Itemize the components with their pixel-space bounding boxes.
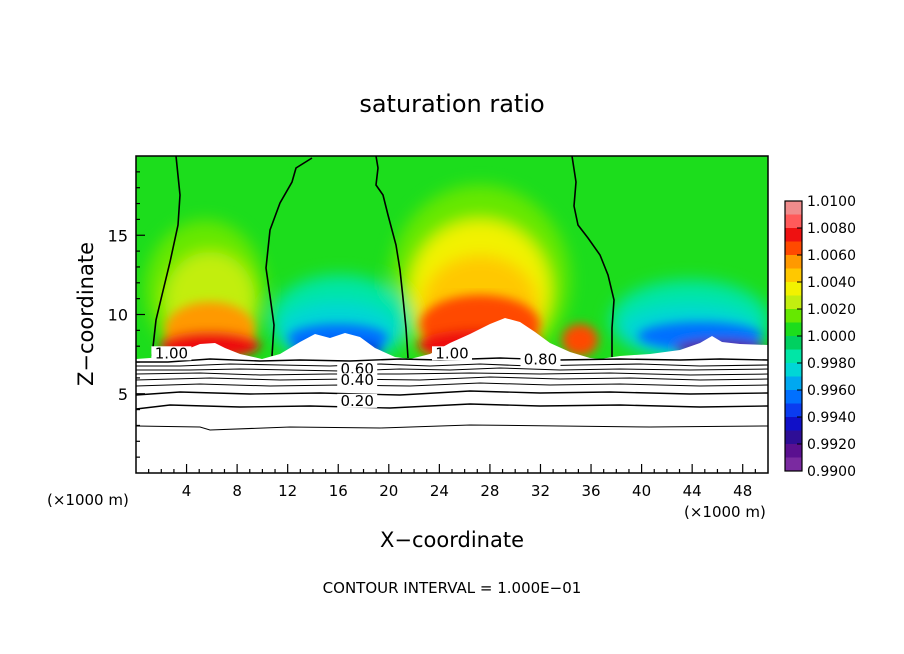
contour-label-bg — [520, 352, 561, 367]
colorbar-swatch — [785, 268, 802, 283]
y-tick-label: 10 — [108, 306, 128, 325]
colorbar-label: 0.9940 — [807, 410, 856, 426]
colorbar-swatch — [785, 430, 802, 445]
x-tick-label: 20 — [379, 482, 398, 500]
colorbar-swatch — [785, 349, 802, 364]
y-axis-label: Z−coordinate — [74, 242, 98, 386]
colorbar-label: 1.0040 — [807, 275, 856, 291]
contour-label: 1.00 — [435, 344, 468, 362]
x-unit-left: (×1000 m) — [47, 491, 129, 509]
colorbar-swatch — [785, 336, 802, 350]
colorbar-swatch — [785, 228, 802, 242]
contour-label-bg — [337, 362, 378, 377]
colorbar-label: 1.0020 — [807, 302, 856, 318]
contour-label-bg — [337, 373, 378, 388]
colorbar-label: 0.9900 — [807, 464, 856, 480]
x-tick-label: 32 — [531, 482, 550, 500]
colorbar-swatch — [785, 376, 802, 391]
x-tick-label: 44 — [683, 482, 702, 500]
y-axis: 5 10 15 — [108, 171, 145, 458]
colorbar-label: 1.0060 — [807, 248, 856, 264]
x-tick-label: 48 — [733, 482, 752, 500]
colorbar-swatch — [785, 255, 802, 269]
x-tick-label: 28 — [480, 482, 499, 500]
colorbar-label: 1.0000 — [807, 329, 856, 345]
colorbar-label: 1.0100 — [807, 194, 856, 210]
colorbar-swatch — [785, 282, 802, 296]
contour-label: 1.00 — [155, 344, 188, 362]
contour-label-bg — [151, 346, 192, 361]
colorbar-swatch — [785, 390, 802, 404]
x-axis: 4 8 12 16 20 24 28 32 36 40 44 48 — [148, 464, 756, 500]
contour-interval-note: CONTOUR INTERVAL = 1.000E−01 — [323, 579, 582, 597]
colorbar-label: 0.9960 — [807, 383, 856, 399]
x-tick-label: 12 — [278, 482, 297, 500]
colorbar-swatch — [785, 241, 802, 256]
colorbar-swatch — [785, 295, 802, 310]
colorbar-swatch — [785, 417, 802, 431]
x-unit-right: (×1000 m) — [684, 503, 766, 521]
x-tick-label: 16 — [329, 482, 348, 500]
x-tick-label: 36 — [581, 482, 600, 500]
contour-label: 0.80 — [524, 351, 557, 369]
colorbar: 1.0100 1.0080 1.0060 1.0040 1.0020 1.0000 0.99… — [784, 194, 856, 480]
contour-label-bg — [432, 346, 472, 361]
contour-label-bg — [337, 393, 378, 408]
contour-label: 0.40 — [340, 371, 373, 389]
colorbar-swatch — [785, 214, 802, 229]
colorbar-label: 0.9980 — [807, 356, 856, 372]
colorbar-swatch — [785, 322, 802, 337]
y-tick-label: 5 — [118, 385, 128, 404]
heatmap-field — [136, 156, 768, 473]
colorbar-swatch — [785, 201, 802, 215]
contour-labels: 1.00 1.00 0.800.600.400.20 — [151, 344, 561, 410]
colorbar-swatch — [785, 363, 802, 377]
colorbar-swatch — [785, 403, 802, 418]
x-axis-label: X−coordinate — [380, 528, 524, 552]
contour-label: 0.20 — [340, 392, 373, 410]
colorbar-label: 1.0080 — [807, 221, 856, 237]
colorbar-swatch — [785, 457, 802, 472]
y-tick-label: 15 — [108, 226, 128, 245]
colorbar-label: 0.9920 — [807, 437, 856, 453]
x-tick-label: 40 — [632, 482, 651, 500]
chart-title: saturation ratio — [359, 90, 544, 118]
x-tick-label: 4 — [182, 482, 192, 500]
contour-lines — [136, 156, 768, 431]
colorbar-swatch — [785, 444, 802, 458]
colorbar-swatch — [785, 309, 802, 323]
x-tick-label: 24 — [430, 482, 449, 500]
x-tick-label: 8 — [232, 482, 242, 500]
